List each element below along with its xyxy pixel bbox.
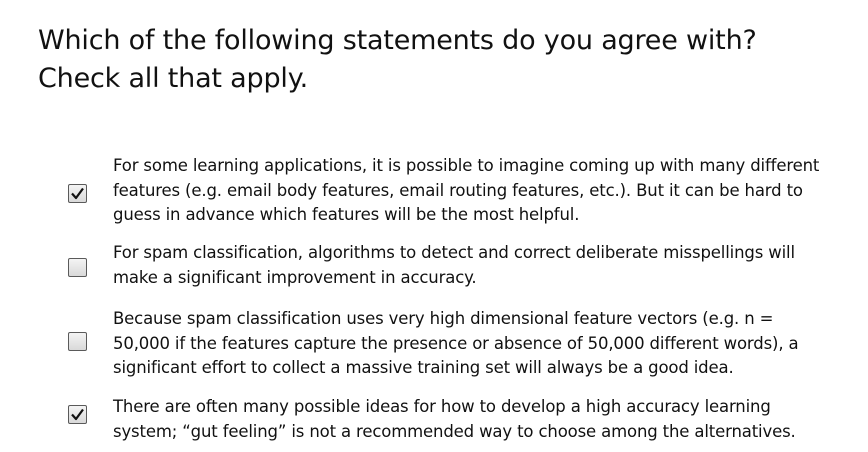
- question-title: Which of the following statements do you…: [38, 22, 838, 98]
- checkmark-icon: [71, 187, 84, 200]
- option-1-line-1: For some learning applications, it is po…: [113, 156, 820, 175]
- option-1-checkbox[interactable]: [68, 184, 87, 203]
- question-line-2: Check all that apply.: [38, 63, 309, 94]
- option-3-line-3: significant effort to collect a massive …: [113, 358, 734, 377]
- option-1-text: For some learning applications, it is po…: [113, 154, 853, 228]
- option-2-text: For spam classification, algorithms to d…: [113, 241, 853, 290]
- option-4-line-1: There are often many possible ideas for …: [113, 397, 771, 416]
- option-4-line-2: system; “gut feeling” is not a recommend…: [113, 421, 796, 441]
- option-2-checkbox[interactable]: [68, 258, 87, 277]
- option-4-text: There are often many possible ideas for …: [113, 395, 853, 444]
- option-3-line-2: 50,000 if the features capture the prese…: [113, 333, 799, 353]
- option-4-checkbox[interactable]: [68, 405, 87, 424]
- option-2-line-1: For spam classification, algorithms to d…: [113, 243, 795, 262]
- option-2-line-2: make a significant improvement in accura…: [113, 267, 477, 287]
- checkmark-icon: [71, 408, 84, 421]
- option-3-line-1: Because spam classification uses very hi…: [113, 309, 774, 328]
- option-3-text: Because spam classification uses very hi…: [113, 307, 853, 381]
- option-1-line-3: guess in advance which features will be …: [113, 205, 580, 224]
- question-line-1: Which of the following statements do you…: [38, 25, 757, 56]
- option-1-line-2: features (e.g. email body features, emai…: [113, 180, 803, 200]
- option-3-checkbox[interactable]: [68, 332, 87, 351]
